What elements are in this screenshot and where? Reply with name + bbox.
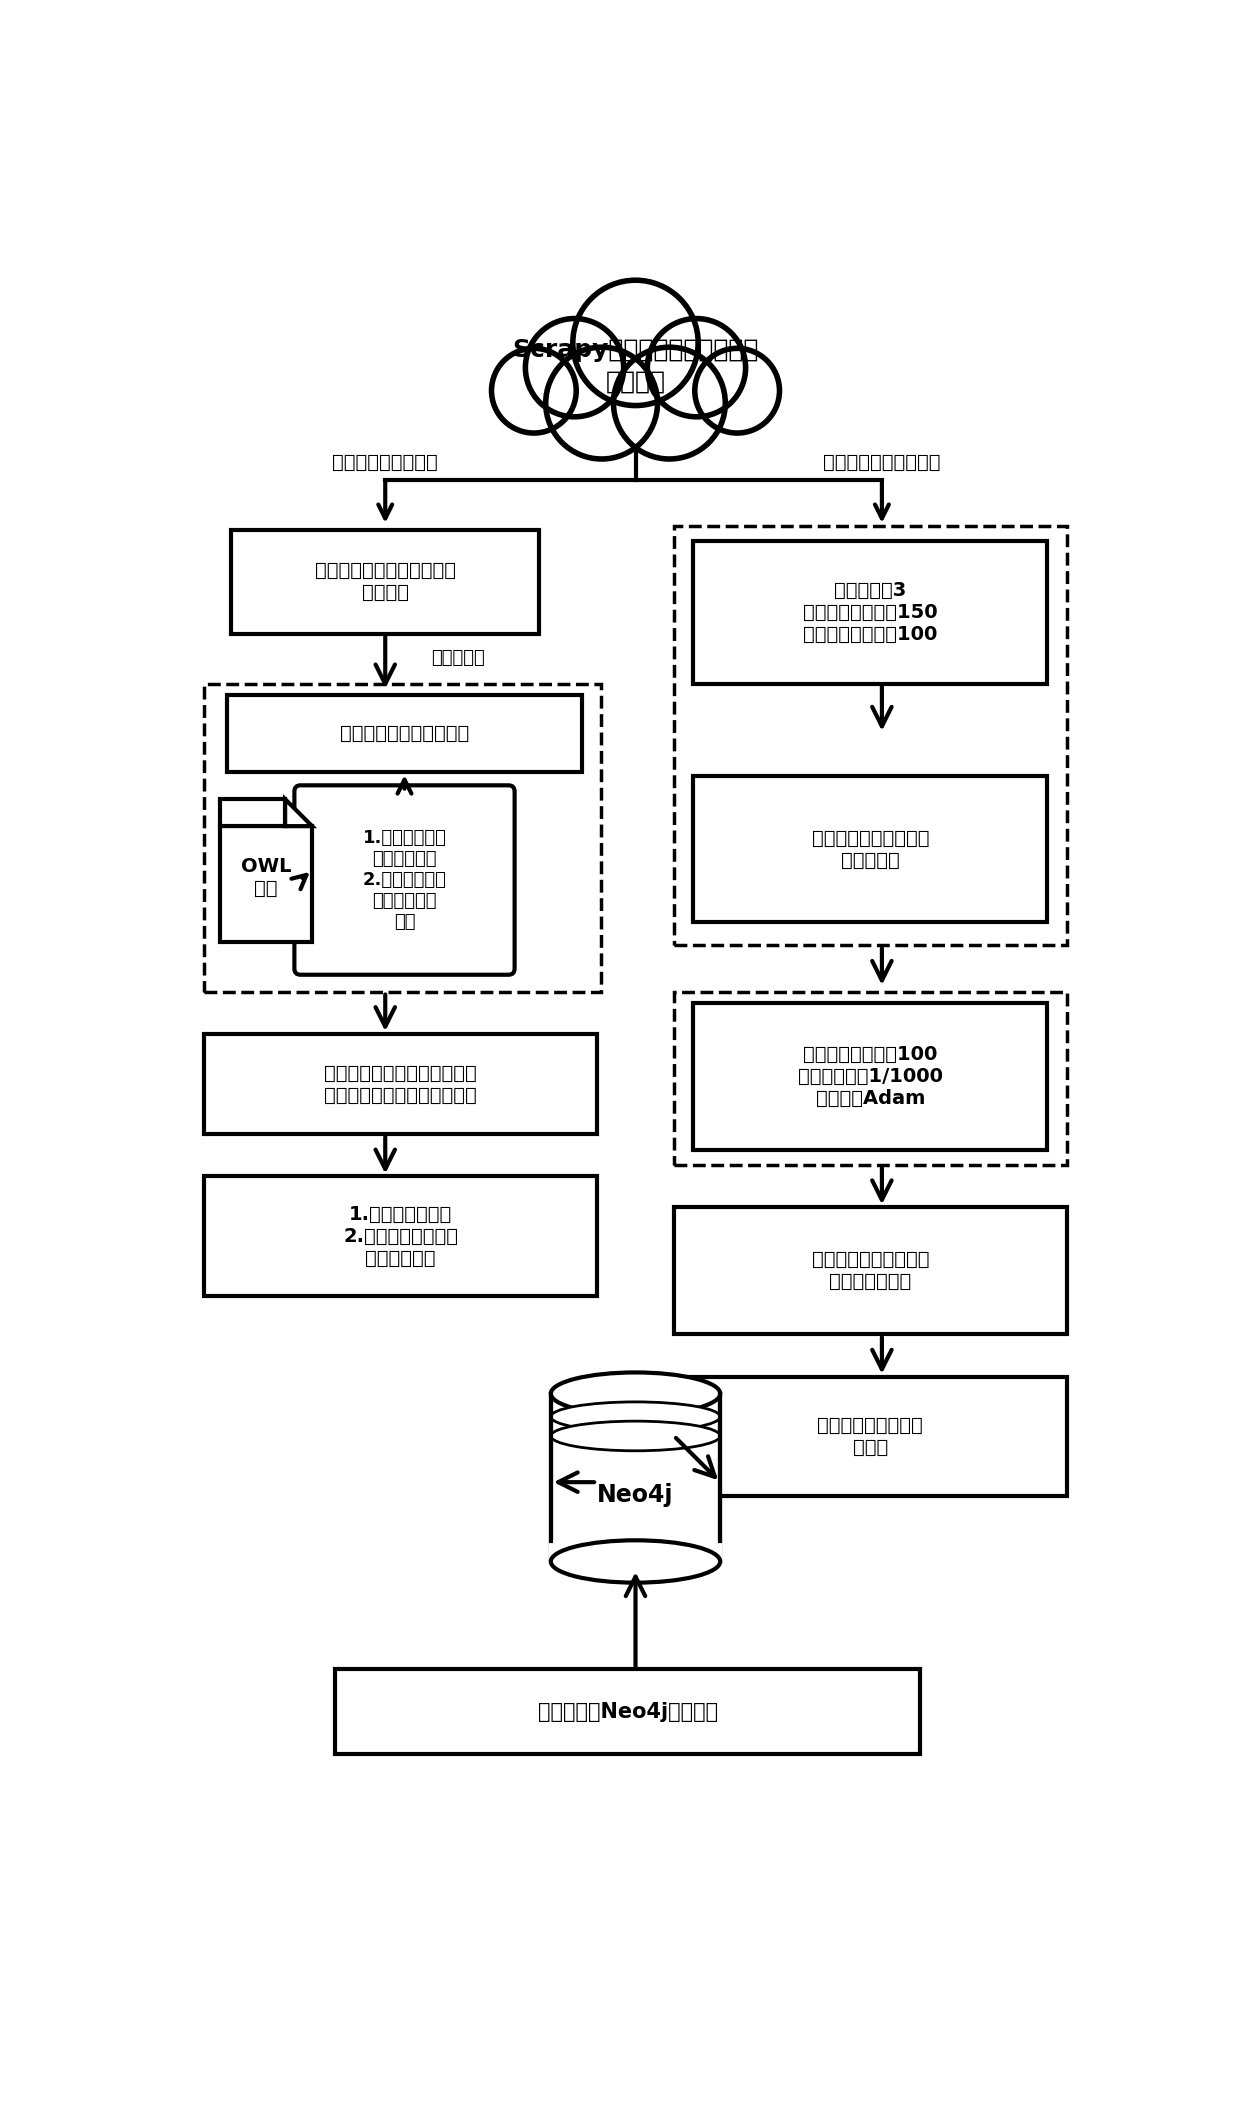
Ellipse shape (551, 1401, 720, 1431)
Text: 窗口大小：3
词向量特征维度：150
隐藏神经元个数：100: 窗口大小：3 词向量特征维度：150 隐藏神经元个数：100 (804, 581, 937, 644)
Text: 1.导入关系数据库
2.导入表与表之间语
义映射的关系: 1.导入关系数据库 2.导入表与表之间语 义映射的关系 (343, 1206, 458, 1267)
Circle shape (546, 347, 657, 459)
Text: 词向量特征维度：100
正则化系数：1/1000
迭代器：Adam: 词向量特征维度：100 正则化系数：1/1000 迭代器：Adam (797, 1046, 942, 1109)
Text: 查看存储在Neo4j中的图谱: 查看存储在Neo4j中的图谱 (538, 1702, 718, 1721)
Bar (205, 1033, 596, 1134)
Text: 结构化构建知识图谱: 结构化构建知识图谱 (332, 452, 438, 471)
Bar (219, 827, 312, 943)
Text: OWL
文件: OWL 文件 (241, 856, 291, 898)
Text: 文本信息: 文本信息 (605, 370, 666, 393)
Bar (205, 1176, 596, 1296)
Circle shape (573, 280, 698, 406)
Text: 文本预处理: 文本预处理 (432, 650, 485, 667)
Text: Scrapy框架爬取与人物有关的: Scrapy框架爬取与人物有关的 (512, 339, 759, 362)
Bar (693, 1004, 1048, 1149)
FancyBboxPatch shape (294, 785, 515, 974)
Bar (227, 694, 582, 772)
Text: Neo4j: Neo4j (598, 1483, 673, 1506)
Polygon shape (285, 800, 312, 827)
Text: 导入抄取的人物实体
三元组: 导入抄取的人物实体 三元组 (817, 1416, 924, 1456)
Bar (205, 684, 601, 991)
Circle shape (694, 349, 780, 433)
Text: 分析文本信息及领域类进行
本体建模: 分析文本信息及领域类进行 本体建模 (315, 562, 456, 602)
Ellipse shape (551, 1372, 720, 1414)
Text: 基于双向门控循环神经
网络的关系抽取: 基于双向门控循环神经 网络的关系抽取 (812, 1250, 929, 1292)
Text: 基于深度神经网络的人
名实体识别: 基于深度神经网络的人 名实体识别 (812, 829, 929, 869)
Bar (231, 530, 539, 633)
Bar (693, 776, 1048, 922)
Ellipse shape (551, 1540, 720, 1582)
Circle shape (647, 318, 745, 417)
Bar (549, 1540, 722, 1561)
Circle shape (614, 347, 725, 459)
Text: 人工选择数据库表对应的本体
类，语义映射出表之间的关系: 人工选择数据库表对应的本体 类，语义映射出表之间的关系 (325, 1065, 477, 1105)
Text: 非结构化构建知识图谱: 非结构化构建知识图谱 (823, 452, 941, 471)
Bar (219, 800, 285, 827)
Bar (675, 526, 1066, 945)
Bar (551, 1393, 720, 1561)
Text: 1.解析数据库获
取字段及属性
2.解析本体获取
类名及类之间
关系: 1.解析数据库获 取字段及属性 2.解析本体获取 类名及类之间 关系 (362, 829, 446, 930)
Bar (675, 991, 1066, 1166)
Circle shape (491, 349, 577, 433)
Text: 创建结构化关系型数据库: 创建结构化关系型数据库 (340, 724, 469, 743)
Bar (693, 541, 1048, 684)
Bar (675, 1376, 1066, 1496)
Ellipse shape (551, 1420, 720, 1452)
Circle shape (526, 318, 624, 417)
Bar (335, 1668, 920, 1755)
Bar (675, 1208, 1066, 1334)
